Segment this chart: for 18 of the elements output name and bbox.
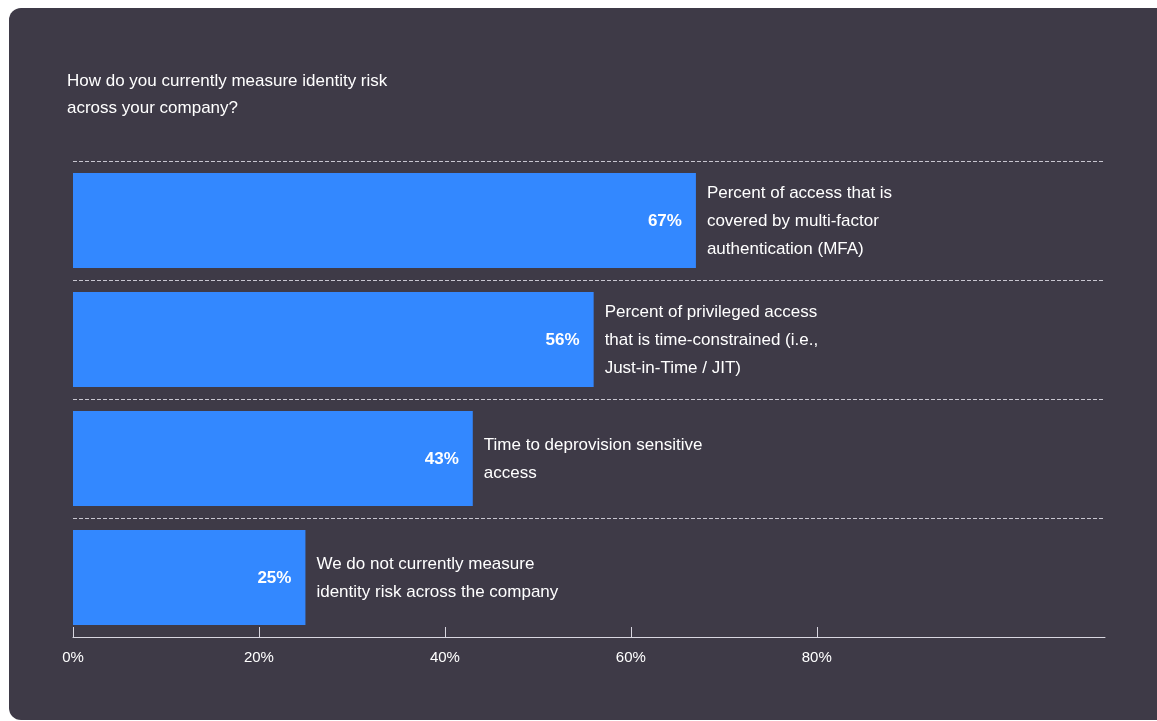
x-tick-label: 0% [62,648,84,665]
data-label: 56% [545,330,580,349]
bar [73,530,306,625]
data-label: 67% [647,211,682,230]
bar [73,292,594,387]
x-tick-label: 40% [429,648,460,665]
data-label: 25% [257,568,292,587]
chart-title: How do you currently measure identity risk across your company? [67,71,393,117]
x-tick-label: 80% [801,648,832,665]
x-tick-label: 20% [243,648,274,665]
data-label: 43% [424,449,459,468]
y-tick-label: Percent of access that is covered by multi-factor authentication (MFA) [706,183,897,258]
y-tick-label: Percent of privileged access that is time-constrained (i.e., Just-in-Time / JIT) [604,302,823,377]
y-tick-label: We do not currently measure identity risk across the company [316,554,559,601]
x-tick-label: 60% [615,648,646,665]
bar [73,173,696,268]
bar [73,411,473,506]
y-tick-label: Time to deprovision sensitive access [483,435,708,482]
